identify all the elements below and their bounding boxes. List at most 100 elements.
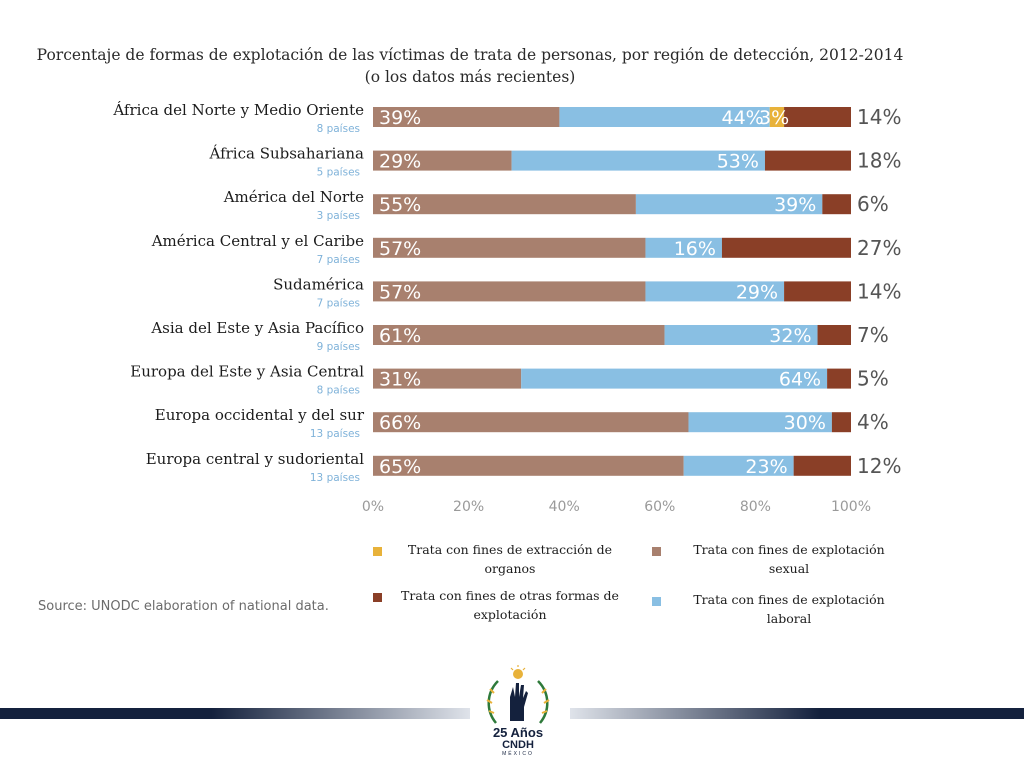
- source-note: Source: UNODC elaboration of national da…: [38, 599, 329, 614]
- data-label: 12%: [857, 454, 901, 478]
- data-label: 57%: [379, 238, 421, 260]
- category-label: Sudamérica: [273, 275, 364, 293]
- bar-segment: [373, 150, 512, 171]
- chart-title: Porcentaje de formas de explotación de l…: [36, 46, 904, 86]
- category-label: América Central y el Caribe: [151, 232, 364, 250]
- data-label: 14%: [857, 279, 901, 303]
- bar-segment: [559, 107, 770, 127]
- bar-segment: [793, 455, 851, 476]
- data-label: 55%: [379, 194, 421, 216]
- data-label: 64%: [779, 369, 821, 391]
- data-label: 6%: [857, 192, 889, 216]
- bar-segment: [511, 150, 765, 171]
- bar-segment: [688, 412, 832, 433]
- bar-segment: [645, 281, 785, 302]
- category-label: Europa central y sudoriental: [146, 450, 364, 468]
- category-note: 8 países: [317, 385, 360, 397]
- category-label: África del Norte y Medio Oriente: [112, 101, 364, 119]
- data-label: 16%: [674, 238, 716, 260]
- bar-segment: [635, 194, 823, 215]
- bar-segment: [769, 107, 785, 127]
- data-label: 14%: [857, 105, 901, 129]
- bar-segment: [373, 325, 665, 345]
- stacked-bar-chart: África del Norte y Medio Oriente 8 países…: [112, 101, 901, 515]
- bar-segment: [521, 368, 828, 389]
- category-label: África Subsahariana: [209, 145, 365, 163]
- bar-segment: [645, 237, 722, 258]
- category-label: América del Norte: [223, 188, 364, 206]
- data-label: 61%: [379, 325, 421, 347]
- x-tick-label: 80%: [740, 499, 771, 515]
- logo-name: CNDH: [502, 739, 534, 751]
- legend-label: Trata con fines de explotación sexual: [693, 542, 885, 576]
- data-label: 53%: [717, 151, 759, 173]
- data-label: 31%: [379, 369, 421, 391]
- bar-segment: [817, 325, 851, 345]
- data-label: 27%: [857, 236, 901, 260]
- category-note: 7 países: [317, 254, 360, 266]
- legend-label: Trata con fines de extracción de organos: [407, 542, 613, 576]
- data-label: 44%: [722, 107, 764, 129]
- data-label: 4%: [857, 410, 889, 434]
- data-label: 3%: [759, 107, 789, 129]
- logo-anniversary: 25 Años: [492, 725, 544, 740]
- category-note: 3 países: [317, 210, 360, 222]
- bar-segment: [784, 281, 851, 302]
- bar-segment: [373, 281, 646, 302]
- bar-segment: [373, 455, 684, 476]
- x-tick-label: 0%: [362, 499, 384, 515]
- bar-segment: [373, 237, 646, 258]
- logo-country: MÉXICO: [502, 751, 534, 757]
- data-label: 66%: [379, 412, 421, 434]
- x-tick-label: 20%: [453, 499, 484, 515]
- legend-swatch: [652, 547, 661, 556]
- category-label: Europa del Este y Asia Central: [130, 363, 364, 381]
- category-note: 13 países: [310, 428, 360, 440]
- footer-band-right: [570, 708, 1024, 719]
- category-note: 13 países: [310, 472, 360, 484]
- data-label: 65%: [379, 456, 421, 478]
- x-tick-label: 40%: [549, 499, 580, 515]
- bar-segment: [373, 194, 636, 215]
- data-label: 5%: [857, 367, 889, 391]
- data-label: 29%: [379, 151, 421, 173]
- data-label: 39%: [379, 107, 421, 129]
- bar-segment: [822, 194, 851, 215]
- category-note: 7 países: [317, 297, 360, 309]
- bar-segment: [373, 107, 560, 127]
- data-label: 30%: [784, 412, 826, 434]
- x-tick-label: 60%: [644, 499, 675, 515]
- data-label: 57%: [379, 281, 421, 303]
- legend-swatch: [373, 593, 382, 602]
- bar-segment: [664, 325, 818, 345]
- bar-segment: [721, 237, 851, 258]
- data-label: 18%: [857, 149, 901, 173]
- footer-band-left: [0, 708, 470, 719]
- category-label: Asia del Este y Asia Pacífico: [150, 319, 364, 337]
- category-label: Europa occidental y del sur: [155, 406, 365, 424]
- bar-segment: [764, 150, 851, 171]
- x-axis-ticks: 0% 20% 40% 60% 80% 100%: [362, 499, 871, 515]
- bar-segment: [373, 368, 522, 389]
- data-labels: 39% 44%3% 14% 29% 53% 18% 55% 39% 6% 57% 16% 27% 57%…: [379, 105, 901, 478]
- data-label: 23%: [745, 456, 787, 478]
- bar-segment: [784, 107, 851, 127]
- bar-segment: [827, 368, 851, 389]
- cndh-logo: 25 Años CNDH MÉXICO: [478, 665, 558, 760]
- category-labels: África del Norte y Medio Oriente 8 países…: [112, 101, 364, 484]
- bar-segment: [373, 412, 689, 433]
- bar-segment: [683, 455, 794, 476]
- category-note: 5 países: [317, 167, 360, 179]
- legend-label: Trata con fines de otras formas de explo…: [401, 588, 619, 622]
- laurel-hand-icon: [486, 665, 550, 724]
- category-note: 9 países: [317, 341, 360, 353]
- data-label: 39%: [774, 194, 816, 216]
- category-note: 8 países: [317, 123, 360, 135]
- legend-swatch: [652, 597, 661, 606]
- bar-segment: [831, 412, 851, 433]
- data-label: 7%: [857, 323, 889, 347]
- bar-segments: [373, 107, 851, 476]
- legend-swatch: [373, 547, 382, 556]
- data-label: 29%: [736, 281, 778, 303]
- data-label: 32%: [769, 325, 811, 347]
